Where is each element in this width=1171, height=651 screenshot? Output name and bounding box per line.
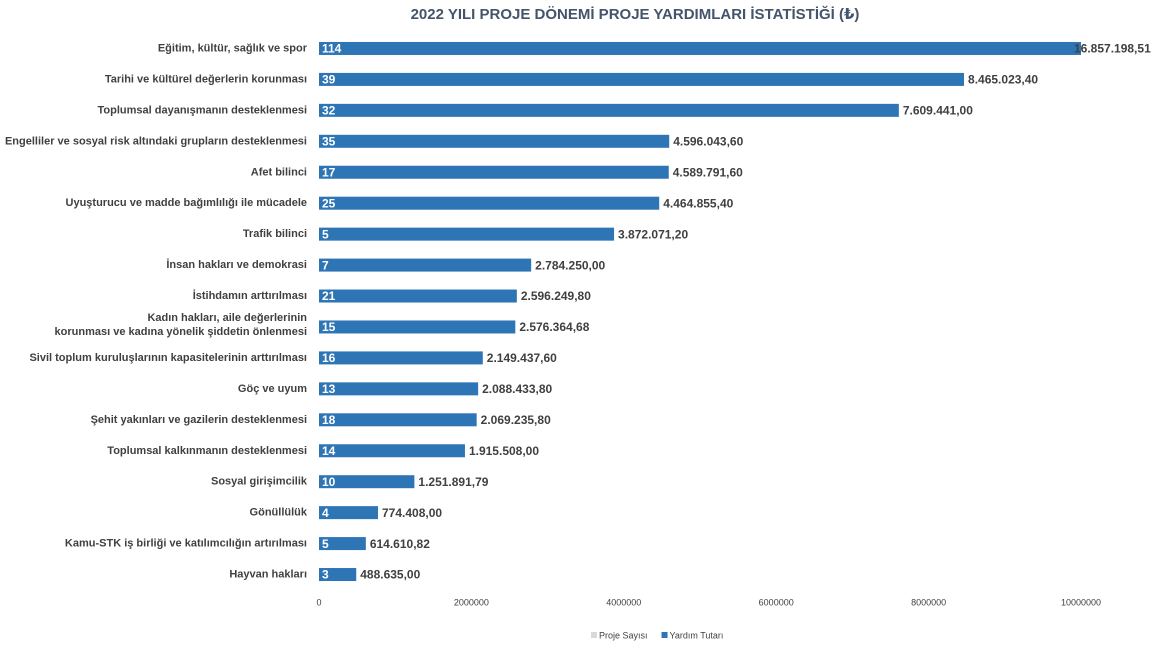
bar [319, 413, 477, 427]
bar [319, 475, 415, 489]
bar [319, 444, 465, 458]
data-label: 17 [322, 165, 336, 179]
bar [319, 41, 1081, 55]
bar [319, 382, 479, 396]
x-tick-label: 10000000 [1061, 597, 1101, 607]
data-label: 39 [322, 73, 336, 87]
legend-label: Yardım Tutarı [670, 630, 724, 640]
x-tick-label: 2000000 [454, 597, 489, 607]
data-label: 2.784.250,00 [535, 258, 605, 272]
data-label: 5 [322, 227, 329, 241]
data-label: 4.596.043,60 [673, 134, 743, 148]
data-label: 4 [322, 506, 329, 520]
y-tick-label: Kamu-STK iş birliği ve katılımcılığın ar… [65, 537, 307, 549]
legend-label: Proje Sayısı [599, 630, 648, 640]
chart-title: 2022 YILI PROJE DÖNEMİ PROJE YARDIMLARI … [411, 5, 860, 23]
data-label: 18 [322, 413, 336, 427]
data-label: 25 [322, 196, 336, 210]
data-label: 5 [322, 537, 329, 551]
data-label: 14 [322, 444, 336, 458]
bar [319, 289, 517, 303]
y-tick-label: Göç ve uyum [238, 383, 307, 395]
bar [319, 227, 615, 241]
y-tick-label: İnsan hakları ve demokrasi [166, 258, 307, 271]
y-tick-label: Gönüllülük [250, 507, 308, 519]
plot-area [319, 41, 1081, 582]
data-label: 3.872.071,20 [618, 227, 688, 241]
bar [319, 134, 670, 148]
x-tick-label: 0 [316, 597, 321, 607]
bar [319, 537, 366, 551]
x-tick-label: 4000000 [606, 597, 641, 607]
data-label: 114 [322, 42, 342, 56]
data-label: 8.465.023,40 [968, 73, 1038, 87]
data-label: 774.408,00 [382, 506, 442, 520]
y-tick-label: Sivil toplum kuruluşlarının kapasiteleri… [29, 352, 307, 364]
y-tick-label: Sosyal girişimcilik [211, 476, 308, 488]
y-tick-label: Toplumsal kalkınmanın desteklenmesi [107, 445, 307, 457]
bar [319, 72, 965, 86]
legend-swatch [661, 632, 668, 638]
bar [319, 506, 379, 520]
bar [319, 165, 669, 179]
y-tick-label: Hayvan hakları [229, 568, 307, 580]
y-tick-label: İstihdamın arttırılması [193, 289, 307, 302]
data-label: 35 [322, 134, 336, 148]
data-label: 2.088.433,80 [482, 382, 552, 396]
y-tick-label: Trafik bilinci [243, 228, 307, 240]
data-label: 15 [322, 320, 336, 334]
data-label: 2.069.235,80 [481, 413, 551, 427]
bar [319, 568, 357, 582]
data-label: 4.464.855,40 [663, 196, 733, 210]
data-label: 2.596.249,80 [521, 289, 591, 303]
bar [319, 320, 516, 334]
y-tick-label: Toplumsal dayanışmanın desteklenmesi [98, 104, 307, 116]
x-tick-label: 8000000 [911, 597, 946, 607]
data-label: 2.576.364,68 [519, 320, 589, 334]
data-label: 614.610,82 [370, 537, 430, 551]
y-tick-label: Afet bilinci [251, 166, 307, 178]
bar [319, 351, 483, 365]
y-tick-label: Kadın hakları, aile değerlerinin korunmas… [55, 312, 308, 338]
x-tick-label: 6000000 [759, 597, 794, 607]
legend-swatch [591, 632, 597, 638]
bar [319, 196, 660, 210]
data-label: 13 [322, 382, 336, 396]
data-label: 3 [322, 568, 329, 582]
data-label: 1.915.508,00 [469, 444, 539, 458]
data-label: 2.149.437,60 [487, 351, 557, 365]
data-label: 16.857.198,51 [1074, 42, 1151, 56]
y-tick-label: Tarihi ve kültürel değerlerin korunması [105, 73, 307, 85]
data-label: 16 [322, 351, 336, 365]
y-tick-label: Şehit yakınları ve gazilerin desteklenme… [91, 414, 307, 426]
y-tick-label: Eğitim, kültür, sağlık ve spor [158, 42, 308, 54]
y-tick-label: Engelliler ve sosyal risk altındaki grup… [5, 135, 307, 147]
data-label: 32 [322, 104, 336, 118]
data-label: 10 [322, 475, 336, 489]
bar [319, 103, 899, 117]
data-label: 21 [322, 289, 336, 303]
bar [319, 258, 532, 272]
data-label: 7 [322, 258, 329, 272]
data-label: 4.589.791,60 [673, 165, 743, 179]
data-label: 488.635,00 [360, 568, 420, 582]
y-tick-label: Uyuşturucu ve madde bağımlılığı ile müca… [66, 197, 307, 209]
data-label: 1.251.891,79 [418, 475, 488, 489]
data-label: 7.609.441,00 [903, 104, 973, 118]
